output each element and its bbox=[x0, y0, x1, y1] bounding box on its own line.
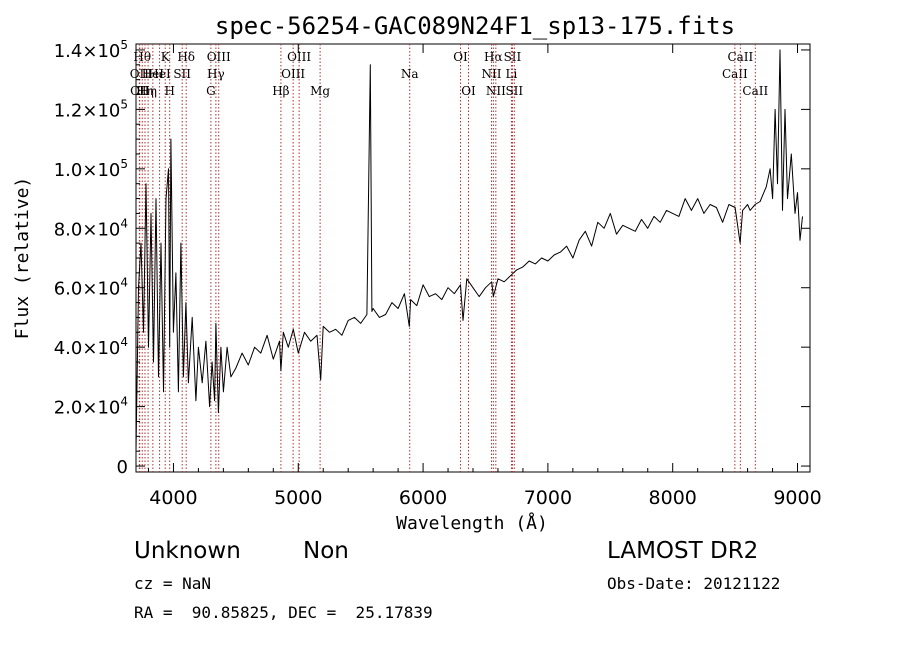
x-tick-label-3: 7000 bbox=[524, 487, 572, 509]
axes: 4000 5000 6000 7000 8000 9000 0 2.0×104 4.0×104 6… bbox=[54, 38, 822, 509]
chart-title: spec-56254-GAC089N24F1_sp13-175.fits bbox=[215, 12, 735, 40]
emission-line-markers: OIIOIIHθHηHηHeIHeIKHSIIHδGHγOIIIHβOIIIOI… bbox=[130, 44, 768, 472]
line-label-3: Hη bbox=[136, 84, 154, 98]
x-tick-label-5: 9000 bbox=[773, 487, 821, 509]
spectrum-series bbox=[135, 49, 803, 452]
spectrum-line bbox=[135, 49, 803, 452]
x-tick-label-0: 4000 bbox=[149, 487, 197, 509]
y-tick-label-3: 6.0×104 bbox=[54, 276, 128, 300]
line-label-2: Hθ bbox=[133, 50, 151, 64]
y-tick-label-0: 0 bbox=[117, 457, 128, 478]
line-label-27: CaII bbox=[722, 67, 748, 81]
observation-date: Obs-Date: 20121122 bbox=[607, 574, 781, 593]
y-tick-label-6: 1.2×105 bbox=[54, 97, 128, 121]
line-label-18: Na bbox=[401, 67, 419, 81]
line-label-9: SII bbox=[173, 67, 191, 81]
line-label-11: G bbox=[206, 84, 216, 98]
x-tick-label-2: 6000 bbox=[399, 487, 447, 509]
line-label-5: HeI bbox=[142, 67, 165, 81]
x-axis-label: Wavelength (Å) bbox=[396, 512, 548, 534]
line-label-15: OIII bbox=[281, 67, 305, 81]
line-label-4: Hη bbox=[139, 84, 157, 98]
line-label-26: SII bbox=[505, 84, 523, 98]
y-tick-label-7: 1.4×105 bbox=[54, 38, 128, 62]
line-label-20: OI bbox=[461, 84, 476, 98]
y-axis-label: Flux (relative) bbox=[12, 177, 33, 340]
y-tick-label-5: 1.0×105 bbox=[54, 157, 128, 181]
line-label-29: CaII bbox=[742, 84, 768, 98]
line-label-13: OIII bbox=[207, 50, 231, 64]
x-tick-label-4: 8000 bbox=[649, 487, 697, 509]
y-tick-label-1: 2.0×104 bbox=[54, 395, 128, 419]
plot-frame bbox=[135, 43, 811, 473]
line-label-23: NII bbox=[486, 84, 506, 98]
survey-name: LAMOST DR2 bbox=[607, 538, 759, 564]
ra-dec: RA = 90.85825, DEC = 25.17839 bbox=[134, 603, 433, 622]
line-label-22: Hα bbox=[484, 50, 503, 64]
line-label-28: CaII bbox=[727, 50, 753, 64]
line-label-19: OI bbox=[453, 50, 468, 64]
line-label-16: OIII bbox=[287, 50, 311, 64]
object-subclass: Non bbox=[303, 538, 349, 564]
y-tick-label-4: 8.0×104 bbox=[54, 216, 128, 240]
line-label-0: OII bbox=[130, 67, 150, 81]
y-tick-label-2: 4.0×104 bbox=[54, 335, 128, 359]
x-tick-label-1: 5000 bbox=[274, 487, 322, 509]
line-label-8: H bbox=[164, 84, 174, 98]
line-label-14: Hβ bbox=[272, 84, 289, 98]
line-label-10: Hδ bbox=[177, 50, 195, 64]
line-label-21: NII bbox=[481, 67, 501, 81]
line-label-12: Hγ bbox=[207, 67, 225, 81]
line-label-25: SII bbox=[504, 50, 522, 64]
redshift-cz: cz = NaN bbox=[134, 574, 212, 593]
object-class: Unknown bbox=[134, 538, 241, 564]
plot-area bbox=[135, 43, 811, 473]
line-label-17: Mg bbox=[310, 84, 330, 98]
line-label-7: K bbox=[161, 50, 171, 64]
line-label-6: HeI bbox=[148, 67, 171, 81]
line-label-24: Li bbox=[506, 67, 518, 81]
